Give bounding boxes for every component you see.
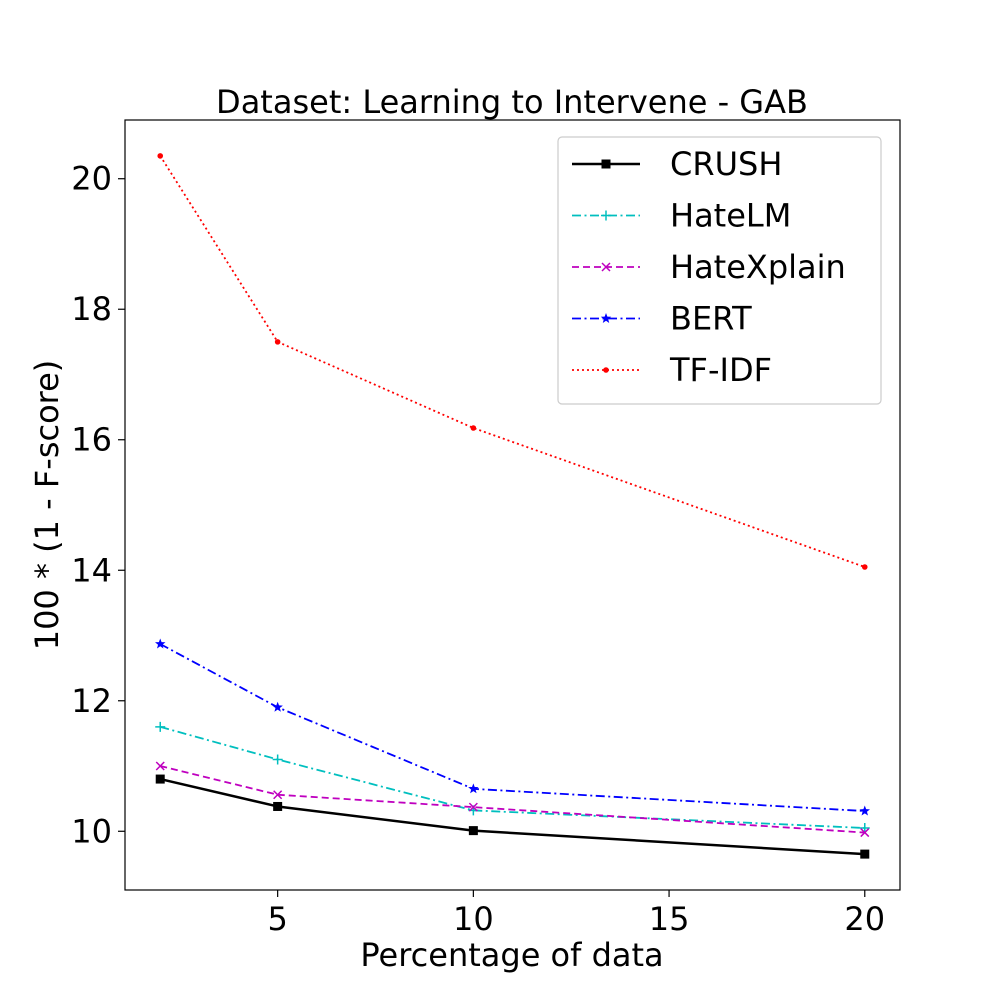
data-point-bert (468, 783, 479, 794)
data-point-hatelm (155, 721, 166, 732)
data-point-crush (273, 801, 283, 811)
data-point-bert (155, 638, 166, 649)
legend-box (557, 136, 882, 405)
legend-marker-bert (600, 313, 612, 323)
legend-label-tf-idf: TF-IDF (669, 351, 772, 389)
series-line-hatelm (159, 725, 865, 829)
x-tick-label: 5 (267, 900, 287, 938)
y-tick-label: 18 (71, 290, 112, 328)
legend-entry-hatelm: HateLM (572, 197, 791, 235)
series-tf-idf (157, 153, 868, 570)
data-point-hatexplain (468, 802, 478, 812)
y-axis: 10 12 14 16 18 20 (71, 160, 125, 850)
legend-marker-hatexplain (601, 262, 611, 272)
legend-entry-hatexplain: HateXplain (572, 248, 846, 286)
legend-label-hatelm: HateLM (670, 197, 791, 235)
chart-title: Dataset: Learning to Intervene - GAB (216, 83, 808, 121)
data-point-hatelm (272, 754, 283, 765)
series-bert (155, 638, 870, 816)
data-point-tf-idf (157, 153, 164, 159)
x-axis: 5 10 15 20 (267, 890, 885, 938)
legend-marker-crush (601, 159, 611, 169)
data-point-hatexplain (155, 761, 165, 771)
data-point-hatelm (859, 823, 870, 834)
series-crush (155, 774, 870, 859)
x-tick-label: 20 (844, 900, 885, 938)
data-point-bert (272, 701, 283, 712)
data-point-crush (155, 774, 165, 784)
legend-marker-hatelm (601, 210, 611, 221)
data-point-crush (860, 849, 870, 859)
legend-entry-tf-idf: TF-IDF (572, 351, 772, 389)
series-line-bert (159, 643, 865, 812)
data-point-tf-idf (470, 425, 477, 431)
y-tick-label: 12 (71, 682, 112, 720)
data-point-hatexplain (860, 828, 870, 838)
legend-label-crush: CRUSH (670, 145, 782, 183)
series-hatexplain (155, 761, 870, 838)
series-hatelm (155, 721, 870, 834)
x-axis-label: Percentage of data (360, 936, 663, 974)
legend-marker-tf-idf (603, 367, 609, 373)
data-point-tf-idf (861, 564, 868, 570)
series-line-hatexplain (160, 765, 865, 834)
y-tick-label: 14 (71, 551, 112, 589)
legend: CRUSH HateLM HateXplain BERT TF-IDF (557, 136, 882, 405)
x-tick-label: 10 (453, 900, 494, 938)
legend-entry-crush: CRUSH (572, 145, 782, 183)
legend-label-bert: BERT (670, 300, 752, 338)
legend-entry-bert: BERT (572, 300, 752, 338)
series-line-crush (159, 777, 865, 856)
y-tick-label: 20 (71, 160, 112, 198)
y-tick-label: 16 (71, 421, 112, 459)
y-tick-label: 10 (71, 812, 112, 850)
data-point-bert (859, 805, 870, 816)
data-point-hatexplain (273, 790, 283, 800)
legend-label-hatexplain: HateXplain (670, 248, 846, 286)
data-point-tf-idf (274, 339, 281, 345)
plot-area (155, 153, 870, 859)
x-tick-label: 15 (649, 900, 690, 938)
y-axis-label: 100 * (1 - F-score) (28, 360, 66, 651)
data-point-crush (468, 826, 478, 836)
axes-frame (124, 119, 901, 891)
series-line-tf-idf (159, 155, 866, 568)
